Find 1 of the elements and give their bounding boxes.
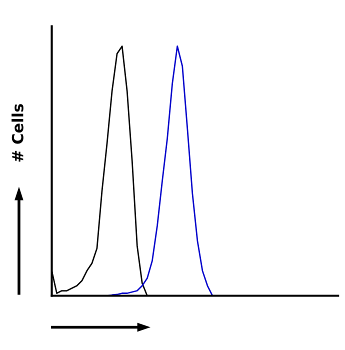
y-axis-title: # Cells [12, 104, 24, 162]
